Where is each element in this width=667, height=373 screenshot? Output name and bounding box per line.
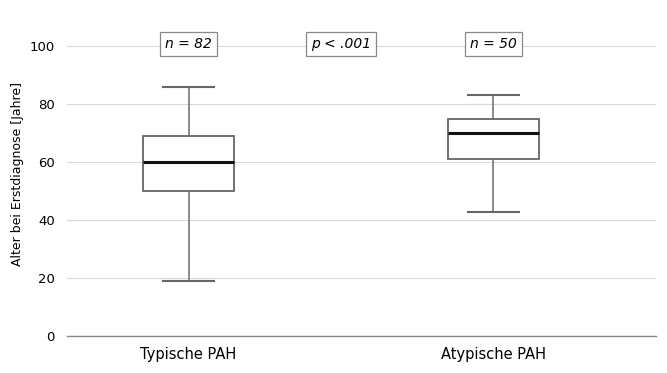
Y-axis label: Alter bei Erstdiagnose [Jahre]: Alter bei Erstdiagnose [Jahre] [11,82,24,266]
Text: n = 50: n = 50 [470,37,517,51]
Bar [143,136,234,191]
Bar [448,119,539,159]
Text: n = 82: n = 82 [165,37,212,51]
Text: p < .001: p < .001 [311,37,371,51]
